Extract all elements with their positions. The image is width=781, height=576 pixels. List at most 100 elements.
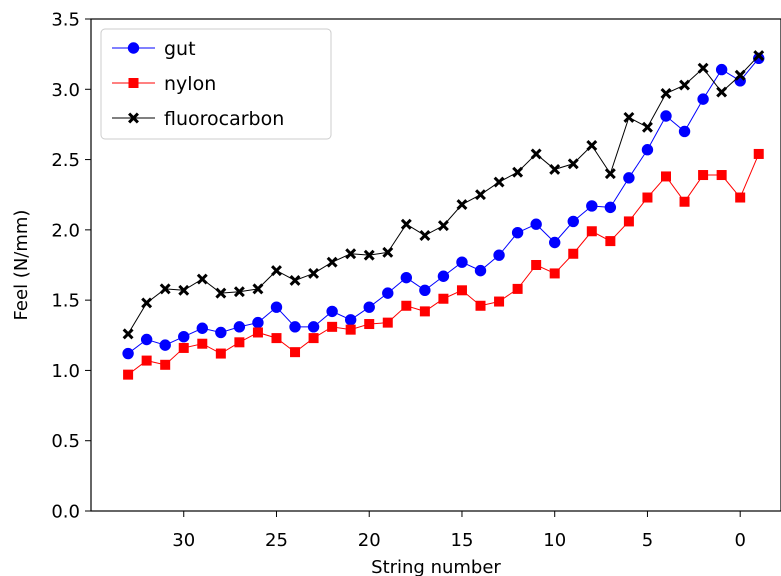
y-tick-label: 1.5 [51, 291, 80, 312]
legend-entry-fluorocarbon: fluorocarbon [112, 108, 284, 130]
data-point-gut [715, 63, 728, 76]
data-point-nylon [160, 359, 171, 370]
series-layer [122, 50, 765, 380]
data-point-fluorocarbon [493, 176, 505, 188]
data-point-gut [400, 271, 413, 284]
data-point-nylon [401, 300, 412, 311]
data-point-gut [307, 321, 320, 333]
data-point-nylon [549, 268, 560, 279]
x-tick-label: 10 [543, 530, 566, 551]
legend-label-gut: gut [164, 38, 196, 60]
data-point-gut [344, 314, 357, 326]
legend-entry-nylon: nylon [112, 73, 216, 95]
y-tick-label: 1.0 [51, 361, 80, 382]
data-point-nylon [438, 293, 449, 304]
data-point-gut [159, 339, 171, 351]
data-point-nylon [234, 337, 245, 348]
data-point-fluorocarbon [122, 328, 134, 340]
data-point-gut [122, 347, 134, 360]
data-point-gut [604, 201, 617, 214]
data-point-gut [178, 330, 190, 343]
data-point-nylon [623, 216, 634, 227]
data-point-fluorocarbon [567, 158, 579, 170]
data-point-nylon [679, 196, 690, 207]
data-point-fluorocarbon [641, 121, 653, 133]
data-point-nylon [382, 317, 393, 328]
data-point-nylon [512, 283, 523, 294]
y-tick-label: 3.5 [51, 10, 80, 31]
data-point-gut [363, 301, 375, 313]
data-point-nylon [271, 333, 282, 344]
data-point-gut [215, 326, 227, 339]
data-point-fluorocarbon [308, 267, 320, 279]
data-point-fluorocarbon [271, 265, 282, 277]
data-point-nylon [735, 192, 746, 203]
data-point-gut [623, 172, 635, 184]
data-point-fluorocarbon [326, 256, 338, 268]
data-point-nylon [531, 259, 542, 270]
y-tick-label: 0.5 [51, 431, 80, 452]
data-point-fluorocarbon [679, 79, 691, 91]
data-point-fluorocarbon [716, 86, 728, 98]
data-point-nylon [642, 192, 653, 203]
data-point-nylon [753, 148, 764, 159]
data-point-gut [252, 316, 264, 329]
data-point-gut [567, 215, 579, 228]
data-point-nylon [290, 347, 301, 358]
data-point-fluorocarbon [512, 166, 524, 178]
data-point-nylon [197, 338, 208, 349]
data-point-gut [474, 264, 487, 277]
data-point-fluorocarbon [196, 273, 208, 285]
legend-marker-fluorocarbon [128, 112, 139, 124]
data-point-fluorocarbon [660, 88, 672, 99]
x-tick-label: 0 [734, 530, 745, 551]
data-point-fluorocarbon [530, 148, 542, 160]
data-point-gut [660, 110, 672, 122]
data-point-fluorocarbon [363, 249, 375, 261]
data-point-gut [326, 305, 338, 318]
data-point-gut [493, 249, 505, 261]
x-tick-label: 5 [642, 530, 653, 551]
data-point-fluorocarbon [456, 199, 468, 211]
y-tick-label: 2.5 [51, 150, 80, 171]
x-tick-label: 30 [172, 530, 195, 551]
data-point-gut [549, 236, 561, 249]
data-point-fluorocarbon [289, 275, 301, 286]
series-nylon [123, 148, 764, 380]
data-point-gut [437, 270, 450, 282]
data-point-nylon [605, 236, 616, 247]
data-point-fluorocarbon [753, 50, 765, 62]
legend-label-nylon: nylon [164, 73, 216, 95]
data-point-nylon [419, 306, 430, 317]
data-point-fluorocarbon [734, 69, 746, 81]
data-point-nylon [568, 248, 579, 259]
data-point-nylon [308, 333, 319, 344]
data-point-gut [289, 321, 301, 333]
data-point-gut [270, 301, 283, 313]
data-point-nylon [661, 171, 672, 182]
data-point-fluorocarbon [141, 297, 153, 309]
data-point-nylon [215, 348, 226, 359]
data-point-fluorocarbon [233, 286, 245, 298]
data-point-fluorocarbon [345, 248, 357, 260]
data-point-gut [140, 333, 153, 346]
data-point-fluorocarbon [178, 284, 190, 296]
data-point-fluorocarbon [549, 163, 561, 175]
legend-marker-nylon [128, 78, 139, 89]
data-point-fluorocarbon [623, 111, 635, 123]
data-point-nylon [252, 327, 263, 338]
data-point-nylon [586, 226, 597, 237]
data-point-nylon [123, 369, 134, 380]
data-point-nylon [141, 355, 152, 366]
data-point-fluorocarbon [475, 189, 486, 201]
data-point-nylon [178, 342, 189, 353]
data-point-gut [382, 287, 394, 299]
data-point-gut [753, 52, 765, 65]
data-point-fluorocarbon [697, 62, 709, 74]
data-point-gut [456, 256, 468, 268]
x-axis-label: String number [371, 557, 501, 576]
data-point-fluorocarbon [419, 230, 431, 241]
data-point-nylon [716, 170, 727, 181]
data-point-gut [586, 200, 598, 212]
